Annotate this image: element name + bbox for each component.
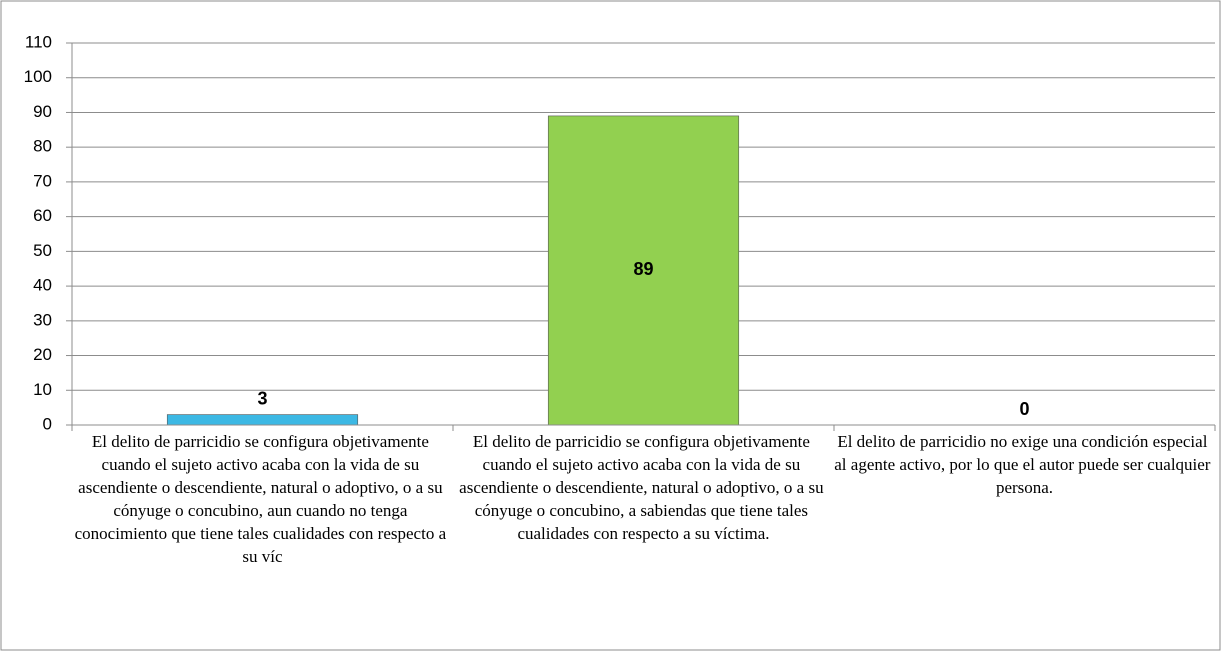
bar [547,115,740,426]
value-label: 0 [1019,399,1029,419]
bar [166,414,359,426]
y-tick-label: 0 [43,414,52,433]
value-label: 89 [633,259,653,279]
x-tick-label: El delito de parricidio se configura obj… [75,432,451,566]
y-tick-label: 110 [25,32,52,51]
category-line: El delito de parricidio se configura obj… [92,432,433,451]
y-tick-label: 80 [33,137,52,156]
y-tick-label: 70 [33,171,52,190]
y-tick-label: 30 [33,310,52,329]
y-tick-label: 10 [33,380,52,399]
y-tick-label: 100 [24,67,52,86]
y-tick-label: 50 [33,241,52,260]
category-line: cualidades con respecto a su víctima. [517,524,769,543]
category-line: cuando el sujeto activo acaba con la vid… [483,455,805,474]
category-line: cónyuge o concubino, a sabiendas que tie… [475,501,813,520]
value-label: 3 [257,388,267,408]
category-line: al agente activo, por lo que el autor pu… [834,455,1214,474]
category-line: cuando el sujeto activo acaba con la vid… [102,455,424,474]
y-tick-label: 90 [33,102,52,121]
category-line: El delito de parricidio se configura obj… [473,432,814,451]
y-tick-label: 40 [33,276,52,295]
x-tick-label: El delito de parricidio no exige una con… [834,432,1214,497]
category-line: ascendiente o descendiente, natural o ad… [459,478,828,497]
y-tick-label: 20 [33,345,52,364]
category-line: El delito de parricidio no exige una con… [837,432,1211,451]
category-line: cónyuge o concubino, aun cuando no tenga [113,501,411,520]
category-line: persona. [996,478,1053,497]
x-tick-label: El delito de parricidio se configura obj… [459,432,828,543]
category-line: conocimiento que tiene tales cualidades … [75,524,451,543]
category-line: ascendiente o descendiente, natural o ad… [78,478,447,497]
y-tick-label: 60 [33,206,52,225]
category-line: su víc [242,547,283,566]
